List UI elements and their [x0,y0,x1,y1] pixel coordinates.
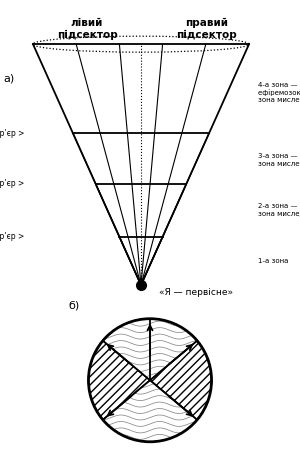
Text: «Я — первісне»: «Я — первісне» [159,288,233,297]
Text: 1-а зона: 1-а зона [258,258,288,264]
Text: лівий
підсектор: лівий підсектор [57,18,117,40]
Polygon shape [103,380,197,442]
Polygon shape [88,341,150,420]
Text: а): а) [3,73,14,83]
Text: б): б) [69,300,80,310]
Text: 4-а зона —
ефіремозок, або
зона мислеслів: 4-а зона — ефіремозок, або зона мислеслі… [258,82,300,103]
Text: 2-й бар’єр >: 2-й бар’єр > [0,179,24,188]
Text: правий
підсектор: правий підсектор [177,18,237,40]
Text: 2-а зона —
зона миследигналів: 2-а зона — зона миследигналів [258,203,300,218]
Text: 3-а зона —
зона мислеобразів: 3-а зона — зона мислеобразів [258,153,300,167]
Polygon shape [103,319,197,380]
Polygon shape [150,341,212,420]
Text: 1-й бар’єр >: 1-й бар’єр > [0,232,24,241]
Text: 3-й бар’єр >: 3-й бар’єр > [0,129,24,138]
